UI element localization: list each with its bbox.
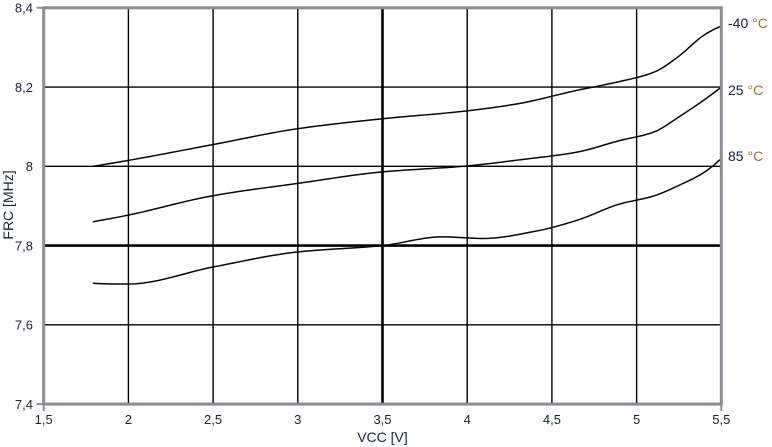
svg-text:8,2: 8,2 xyxy=(15,80,33,95)
svg-text:2,5: 2,5 xyxy=(204,412,222,427)
svg-text:7,8: 7,8 xyxy=(15,238,33,253)
svg-text:1,5: 1,5 xyxy=(35,412,53,427)
svg-text:VCC [V]: VCC [V] xyxy=(357,429,408,445)
svg-text:8,4: 8,4 xyxy=(15,1,33,16)
svg-text:7,4: 7,4 xyxy=(15,397,33,412)
svg-text:-40 °C: -40 °C xyxy=(728,15,768,31)
svg-text:5,5: 5,5 xyxy=(712,412,730,427)
svg-text:5: 5 xyxy=(633,412,640,427)
svg-text:7,6: 7,6 xyxy=(15,318,33,333)
svg-text:4: 4 xyxy=(464,412,471,427)
svg-text:FRC [MHz]: FRC [MHz] xyxy=(0,170,16,239)
svg-text:85 °C: 85 °C xyxy=(728,148,763,164)
svg-text:25 °C: 25 °C xyxy=(728,82,763,98)
svg-text:2: 2 xyxy=(125,412,132,427)
svg-text:3,5: 3,5 xyxy=(373,412,391,427)
svg-text:4,5: 4,5 xyxy=(543,412,561,427)
svg-text:8: 8 xyxy=(26,159,33,174)
svg-text:3: 3 xyxy=(294,412,301,427)
